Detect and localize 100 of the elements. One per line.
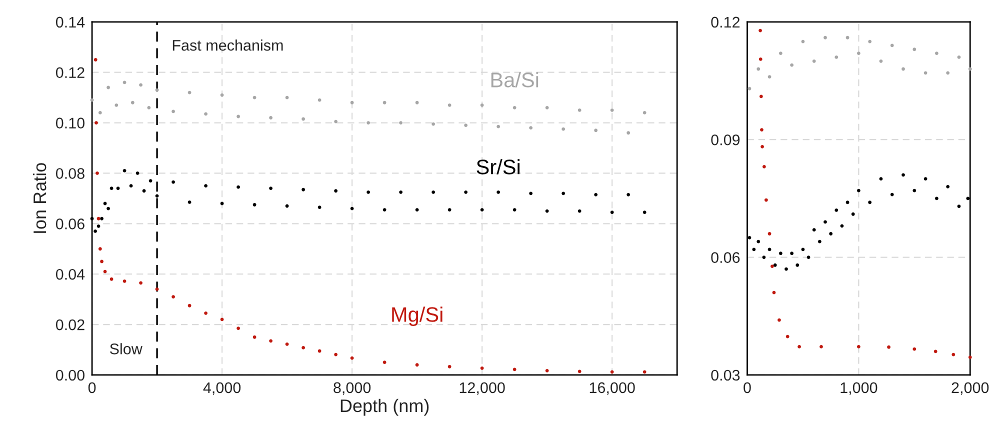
point xyxy=(147,106,151,110)
point xyxy=(829,232,833,236)
point xyxy=(139,83,142,87)
point xyxy=(334,189,338,193)
point xyxy=(778,318,781,322)
point xyxy=(172,110,175,114)
point xyxy=(748,86,752,90)
point xyxy=(130,100,134,104)
point xyxy=(480,366,484,370)
point xyxy=(934,350,938,354)
x-tick-label: 12,000 xyxy=(460,382,505,395)
point xyxy=(366,190,370,194)
series-label: Sr/Si xyxy=(476,159,520,174)
point xyxy=(768,232,772,236)
point xyxy=(114,103,118,107)
point xyxy=(946,184,950,188)
point xyxy=(116,186,120,190)
point xyxy=(912,48,916,52)
point xyxy=(834,208,838,212)
point xyxy=(934,196,938,200)
point xyxy=(957,56,961,59)
point xyxy=(770,264,774,268)
point xyxy=(204,112,208,116)
point xyxy=(868,40,872,44)
point xyxy=(415,208,419,212)
point xyxy=(879,177,883,181)
point xyxy=(204,311,208,315)
point xyxy=(806,256,810,259)
point xyxy=(448,364,452,368)
point xyxy=(856,52,860,56)
point xyxy=(382,100,386,104)
point xyxy=(122,169,126,172)
point xyxy=(106,86,110,90)
x-tick-label: 0 xyxy=(744,382,751,394)
point xyxy=(762,256,766,259)
point xyxy=(188,200,192,204)
point xyxy=(110,277,114,281)
point xyxy=(562,127,566,131)
point xyxy=(122,279,126,283)
point xyxy=(96,172,99,175)
point xyxy=(824,220,827,224)
point xyxy=(285,342,289,346)
point xyxy=(642,370,646,374)
x-tick-label: 8,000 xyxy=(334,382,371,395)
point xyxy=(98,247,102,251)
point xyxy=(350,356,354,360)
point xyxy=(758,57,762,61)
point xyxy=(94,230,97,233)
y-tick-label: 0.14 xyxy=(56,16,85,28)
point xyxy=(269,116,273,120)
point xyxy=(756,240,760,244)
point xyxy=(94,121,98,124)
y-tick-label: 0.04 xyxy=(56,268,85,280)
point xyxy=(155,194,159,198)
point xyxy=(496,124,500,128)
point xyxy=(778,252,782,256)
point xyxy=(382,208,386,212)
y-tick-label: 0.00 xyxy=(56,370,84,381)
point xyxy=(545,209,549,213)
point xyxy=(887,345,890,349)
point xyxy=(764,198,768,202)
point xyxy=(448,103,452,107)
point xyxy=(760,144,764,148)
point xyxy=(812,59,816,63)
point xyxy=(968,67,972,71)
point xyxy=(512,208,516,212)
point xyxy=(94,58,98,62)
point xyxy=(204,184,208,188)
x-tick-label: 2,000 xyxy=(952,382,989,395)
point xyxy=(432,122,436,126)
point xyxy=(236,114,240,118)
point xyxy=(846,200,850,204)
point xyxy=(879,59,883,63)
y-tick-label: 0.12 xyxy=(711,16,740,28)
point xyxy=(334,352,338,356)
point xyxy=(188,304,192,308)
point xyxy=(129,184,133,188)
point xyxy=(252,335,256,339)
point xyxy=(318,206,322,209)
point xyxy=(106,206,110,210)
point xyxy=(773,263,777,267)
point xyxy=(610,370,614,374)
point xyxy=(448,208,452,212)
point xyxy=(366,121,370,124)
point xyxy=(545,368,549,372)
point xyxy=(594,192,598,196)
point xyxy=(578,209,582,213)
point xyxy=(610,108,614,112)
y-tick-label: 0.06 xyxy=(56,218,84,230)
y-tick-label: 0.03 xyxy=(711,370,740,381)
point xyxy=(464,190,468,194)
point xyxy=(752,248,756,252)
point xyxy=(968,356,972,360)
point xyxy=(480,208,484,212)
point xyxy=(252,203,256,206)
point xyxy=(924,177,928,181)
point xyxy=(851,212,855,216)
point xyxy=(399,190,403,194)
point xyxy=(432,190,436,194)
point xyxy=(856,345,860,348)
